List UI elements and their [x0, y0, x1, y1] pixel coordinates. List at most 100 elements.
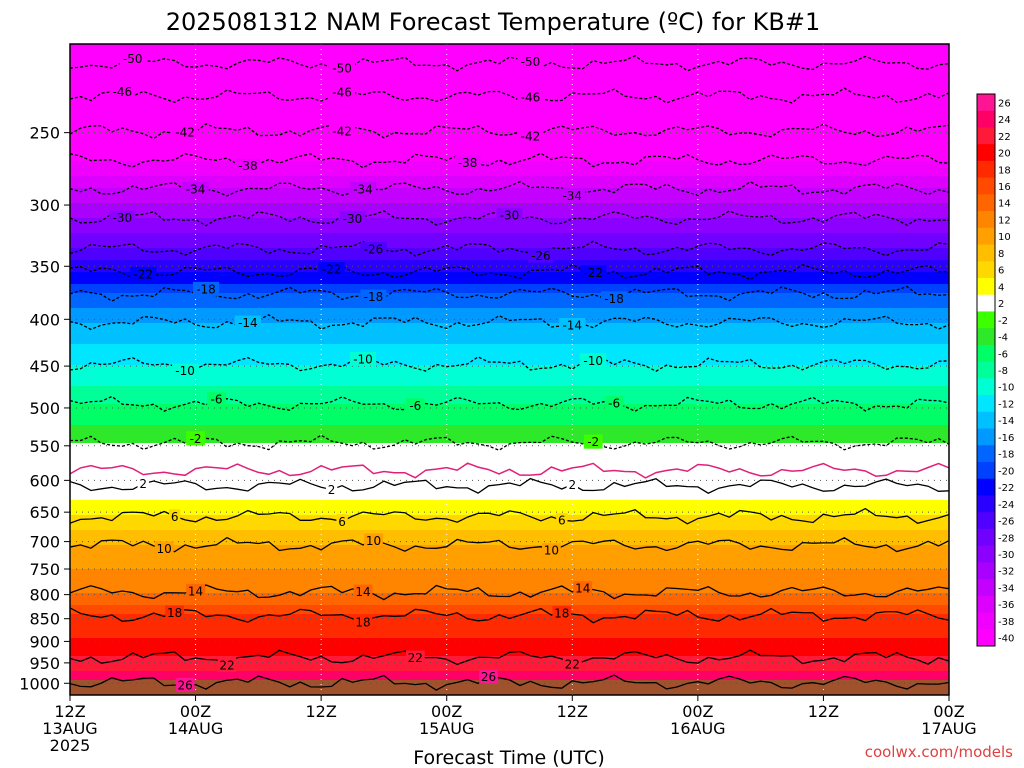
temperature-band [70, 140, 949, 144]
colorbar-swatch [977, 94, 995, 112]
contour-label-bg [165, 605, 185, 620]
contour-label-bg [566, 477, 578, 492]
temperature-band [70, 566, 949, 570]
colorbar-label: 26 [998, 98, 1011, 109]
temperature-band [70, 179, 949, 183]
temperature-band [70, 335, 949, 339]
y-tick-label: 900 [29, 632, 60, 651]
contour-label-bg [168, 509, 181, 524]
contour-label: 10 [366, 534, 381, 548]
contour-line [70, 356, 949, 372]
contour-label: -50 [521, 55, 541, 69]
temperature-band [70, 641, 949, 645]
temperature-band [70, 167, 949, 171]
colorbar-label: -10 [998, 383, 1014, 394]
colorbar-swatch [977, 278, 995, 296]
temperature-band [70, 107, 949, 111]
y-tick-label: 850 [29, 610, 60, 629]
colorbar-label: -18 [998, 450, 1014, 461]
y-tick-label: 300 [29, 196, 60, 215]
temperature-band [70, 488, 949, 492]
contour-label-bg [109, 210, 136, 225]
temperature-band [70, 668, 949, 672]
temperature-band [70, 329, 949, 333]
contour-label: -2 [587, 435, 599, 449]
temperature-band [70, 287, 949, 291]
temperature-band [70, 263, 949, 267]
contour-label-bg [552, 605, 572, 620]
temperature-band [70, 233, 949, 237]
contour-label-bg [556, 513, 568, 528]
colorbar-label: -20 [998, 466, 1014, 477]
colorbar-label: 16 [998, 182, 1011, 193]
temperature-band [70, 557, 949, 561]
contour-label-bg [496, 208, 523, 223]
temperature-band [70, 92, 949, 96]
temperature-band [70, 404, 949, 408]
temperature-band [70, 440, 949, 444]
contour-label-bg [328, 124, 356, 139]
contour-label-bg [172, 125, 199, 140]
contour-label: -6 [211, 393, 223, 407]
temperature-band [70, 341, 949, 345]
colorbar-swatch [977, 629, 995, 647]
temperature-band [70, 542, 949, 546]
temperature-band [70, 539, 949, 543]
contour-label: -38 [238, 159, 258, 173]
colorbar-swatch [977, 261, 995, 279]
temperature-band [70, 398, 949, 402]
temperature-band [70, 452, 949, 456]
contour-label: -10 [353, 352, 373, 366]
temperature-band [70, 443, 949, 447]
plot-area [70, 44, 949, 695]
temperature-band [70, 236, 949, 240]
x-tick-label: 12Z [54, 702, 85, 721]
colorbar-swatch [977, 211, 995, 229]
temperature-band [70, 221, 949, 225]
temperature-band [70, 485, 949, 489]
contour-line [70, 477, 949, 494]
temperature-band [70, 416, 949, 420]
contour-label-bg [318, 262, 345, 277]
contour-label-bg [339, 211, 366, 226]
temperature-band [70, 266, 949, 270]
contour-line [70, 55, 949, 72]
temperature-band [70, 170, 949, 174]
contour-label-bg [349, 351, 377, 366]
temperature-band [70, 425, 949, 429]
temperature-band [70, 122, 949, 126]
x-tick-label: 2025 [50, 736, 91, 755]
contour-label: 6 [558, 514, 566, 528]
y-axis: 250 300 350 400 450 500 550 600 650 700 750 800 850 9… [19, 124, 70, 693]
temperature-band [70, 296, 949, 300]
temperature-band [70, 155, 949, 159]
contour-label-bg [328, 60, 356, 75]
temperature-band [70, 623, 949, 627]
contour-label-bg [360, 289, 387, 304]
colorbar-frame [976, 93, 996, 647]
colorbar-label: 8 [998, 249, 1004, 260]
x-tick-label: 12Z [305, 702, 336, 721]
temperature-band [70, 194, 949, 198]
contour-label: 14 [355, 585, 370, 599]
contour-label-bg [130, 266, 157, 281]
temperature-band [70, 515, 949, 519]
temperature-band [70, 176, 949, 180]
contour-label: -14 [562, 318, 582, 332]
temperature-band [70, 161, 949, 165]
contour-label-bg [360, 242, 387, 257]
temperature-band [70, 185, 949, 189]
temperature-band [70, 611, 949, 615]
contour-label: -10 [583, 354, 603, 368]
chart-title: 2025081312 NAM Forecast Temperature (ºC)… [166, 8, 821, 36]
colorbar-swatch [977, 395, 995, 413]
colorbar-swatch [977, 160, 995, 179]
temperature-band [70, 677, 949, 681]
contour-label-bg [517, 128, 544, 143]
contour-label: -22 [583, 266, 603, 280]
colorbar-label: -34 [998, 583, 1014, 594]
colorbar-swatch [977, 294, 995, 312]
contour-label-bg [527, 248, 554, 263]
contour-label-bg [454, 155, 481, 170]
contour-label: 10 [157, 542, 172, 556]
